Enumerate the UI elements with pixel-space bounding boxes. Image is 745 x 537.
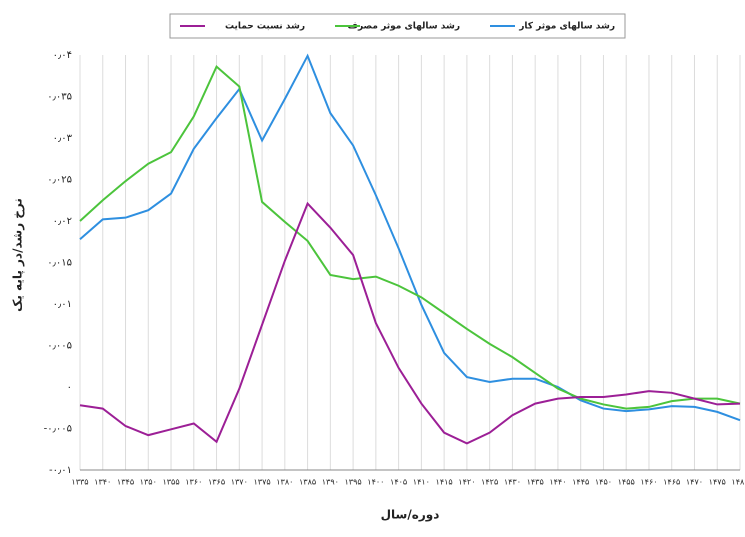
x-tick-label: ۱۳۷۵: [253, 478, 270, 487]
y-tick-label: ۰٫۰۲۵: [47, 175, 72, 186]
x-tick-label: ۱۴۸۰: [731, 478, 745, 487]
legend-label: رشد سالهای موثر کار: [518, 22, 615, 32]
legend-label: رشد نسبت حمایت: [225, 22, 305, 32]
x-tick-label: ۱۴۲۰: [458, 478, 475, 487]
x-tick-label: ۱۴۶۰: [640, 478, 657, 487]
series-line: [79, 64, 741, 410]
y-tick-label: ۰٫۰۰۵: [47, 341, 72, 352]
x-tick-label: ۱۳۴۰: [94, 478, 111, 487]
x-axis-title: دوره/سال: [381, 508, 440, 523]
x-tick-label: ۱۳۴۵: [117, 478, 134, 487]
y-tick-label: ۰٫۰۴: [53, 50, 72, 61]
x-tick-label: ۱۴۴۰: [549, 478, 566, 487]
y-tick-label: ۰٫۰۳: [53, 133, 73, 144]
x-tick-label: ۱۳۸۰: [276, 478, 293, 487]
x-tick-label: ۱۳۹۰: [322, 478, 339, 487]
legend-label: رشد سالهای موثر مصرف: [348, 22, 461, 32]
x-tick-label: ۱۴۴۵: [572, 478, 589, 487]
series-line: [79, 201, 741, 445]
x-tick-label: ۱۳۶۰: [185, 478, 202, 487]
x-tick-label: ۱۴۱۵: [436, 478, 453, 487]
x-tick-label: ۱۴۰۵: [390, 478, 407, 487]
y-tick-label: ۰٫۰۱۵: [47, 258, 72, 269]
x-tick-label: ۱۴۳۰: [504, 478, 521, 487]
legend-box: [169, 13, 626, 39]
x-tick-label: ۱۴۰۰: [367, 478, 384, 487]
x-tick-label: ۱۴۶۵: [663, 478, 680, 487]
x-tick-label: ۱۳۵۰: [140, 478, 157, 487]
x-tick-label: ۱۳۷۰: [231, 478, 248, 487]
x-tick-label: ۱۳۸۵: [299, 478, 316, 487]
y-tick-label: ۰: [67, 382, 72, 393]
y-tick-label: ۰٫۰۲: [53, 216, 72, 227]
x-tick-label: ۱۳۵۵: [162, 478, 179, 487]
x-tick-label: ۱۴۱۰: [413, 478, 430, 487]
y-tick-label: -۰٫۰۰۵: [44, 424, 72, 435]
x-tick-label: ۱۳۳۵: [71, 478, 88, 487]
x-tick-label: ۱۴۵۵: [618, 478, 635, 487]
x-tick-label: ۱۴۷۵: [709, 478, 726, 487]
y-axis-title: نرخ رشد/در پایه یک: [11, 198, 25, 312]
x-tick-label: ۱۳۶۵: [208, 478, 225, 487]
y-tick-label: ۰٫۰۳۵: [47, 92, 72, 103]
series-line: [79, 53, 741, 422]
x-tick-label: ۱۳۹۵: [345, 478, 362, 487]
y-tick-label: -۰٫۰۱: [49, 465, 72, 476]
x-tick-label: ۱۴۳۵: [527, 478, 544, 487]
x-tick-label: ۱۴۲۵: [481, 478, 498, 487]
x-tick-label: ۱۴۵۰: [595, 478, 612, 487]
y-tick-label: ۰٫۰۱: [53, 299, 72, 310]
x-tick-label: ۱۴۷۰: [686, 478, 703, 487]
